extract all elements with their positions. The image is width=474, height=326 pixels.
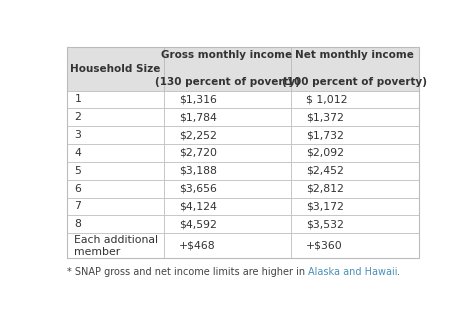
Bar [66, 180, 164, 198]
Bar [291, 126, 419, 144]
Bar [164, 144, 291, 162]
Bar [164, 215, 291, 233]
Bar [66, 47, 164, 91]
Bar [164, 198, 291, 215]
Text: Net monthly income

(100 percent of poverty): Net monthly income (100 percent of pover… [283, 51, 428, 87]
Bar [66, 198, 164, 215]
Text: $ 1,012: $ 1,012 [306, 95, 347, 105]
Text: $3,172: $3,172 [306, 201, 344, 212]
Text: $3,656: $3,656 [179, 184, 217, 194]
Text: $3,532: $3,532 [306, 219, 344, 229]
Bar [66, 126, 164, 144]
Bar [291, 91, 419, 109]
Bar [164, 126, 291, 144]
Text: $1,784: $1,784 [179, 112, 217, 122]
Text: $2,252: $2,252 [179, 130, 217, 140]
Text: $1,316: $1,316 [179, 95, 217, 105]
Text: $4,592: $4,592 [179, 219, 217, 229]
Bar [291, 144, 419, 162]
Text: * SNAP gross and net income limits are higher in: * SNAP gross and net income limits are h… [66, 267, 308, 277]
Text: $2,452: $2,452 [306, 166, 344, 176]
Text: $1,372: $1,372 [306, 112, 344, 122]
Text: 3: 3 [74, 130, 81, 140]
Bar [66, 109, 164, 126]
Bar [291, 180, 419, 198]
Text: Gross monthly income

(130 percent of poverty): Gross monthly income (130 percent of pov… [155, 51, 300, 87]
Text: $4,124: $4,124 [179, 201, 217, 212]
Bar [291, 162, 419, 180]
Text: .: . [397, 267, 401, 277]
Text: $2,092: $2,092 [306, 148, 344, 158]
Bar [164, 109, 291, 126]
Text: Each additional
member: Each additional member [74, 235, 158, 257]
Bar [66, 162, 164, 180]
Bar [291, 215, 419, 233]
Bar [164, 162, 291, 180]
Text: $1,732: $1,732 [306, 130, 344, 140]
Text: 2: 2 [74, 112, 81, 122]
Bar [66, 91, 164, 109]
Bar [164, 233, 291, 258]
Text: 5: 5 [74, 166, 81, 176]
Text: 8: 8 [74, 219, 81, 229]
Bar [164, 180, 291, 198]
Text: 6: 6 [74, 184, 81, 194]
Text: $2,812: $2,812 [306, 184, 344, 194]
Text: 4: 4 [74, 148, 81, 158]
Text: $3,188: $3,188 [179, 166, 217, 176]
Text: 1: 1 [74, 95, 81, 105]
Bar [66, 47, 419, 258]
Text: +$468: +$468 [179, 241, 216, 251]
Bar [164, 91, 291, 109]
Bar [291, 109, 419, 126]
Bar [66, 233, 164, 258]
Bar [66, 144, 164, 162]
Text: $2,720: $2,720 [179, 148, 217, 158]
Bar [291, 47, 419, 91]
Text: 7: 7 [74, 201, 81, 212]
Text: Alaska and Hawaii: Alaska and Hawaii [308, 267, 397, 277]
Text: Household Size: Household Size [70, 64, 160, 74]
Bar [291, 233, 419, 258]
Text: +$360: +$360 [306, 241, 343, 251]
Bar [66, 215, 164, 233]
Bar [291, 198, 419, 215]
Bar [164, 47, 291, 91]
